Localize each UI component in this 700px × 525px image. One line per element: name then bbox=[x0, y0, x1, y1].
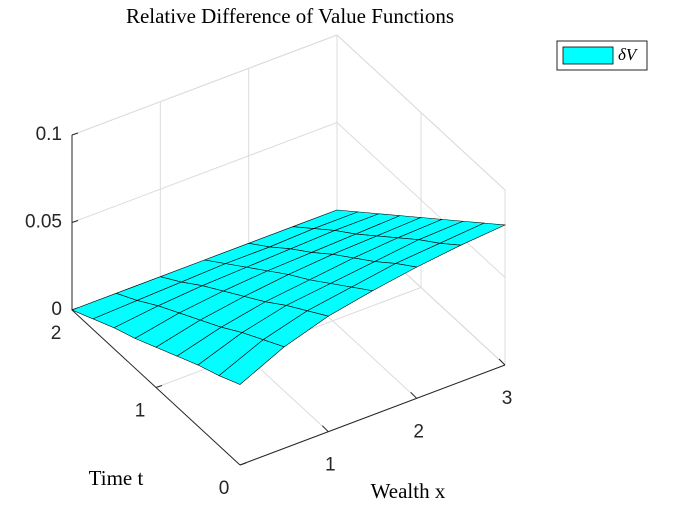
z-tick bbox=[71, 220, 79, 223]
y-tick bbox=[155, 385, 163, 388]
x-tick bbox=[498, 358, 506, 366]
y-tick-label: 2 bbox=[51, 323, 62, 344]
z-tick-label: 0.1 bbox=[36, 124, 62, 145]
y-tick bbox=[239, 462, 247, 466]
x-tick-label: 3 bbox=[502, 388, 513, 409]
y-tick-label: 1 bbox=[135, 401, 146, 422]
z-tick-label: 0.05 bbox=[25, 212, 62, 233]
x-axis-label: Wealth x bbox=[371, 479, 446, 503]
x-tick bbox=[321, 425, 329, 433]
y-axis-label: Time t bbox=[89, 466, 144, 490]
chart-title: Relative Difference of Value Functions bbox=[126, 4, 454, 28]
legend-swatch bbox=[562, 46, 614, 65]
y-tick-label: 0 bbox=[219, 478, 230, 499]
z-tick-label: 0 bbox=[51, 299, 62, 320]
surface-patch bbox=[218, 339, 285, 385]
x-tick-label: 1 bbox=[325, 455, 336, 476]
z-tick bbox=[71, 132, 79, 136]
x-tick-label: 2 bbox=[413, 421, 424, 442]
legend-label: δV bbox=[618, 45, 639, 64]
x-tick bbox=[410, 391, 418, 399]
x-axis bbox=[239, 364, 506, 466]
grid-line bbox=[71, 34, 338, 136]
grid-line bbox=[71, 122, 338, 223]
